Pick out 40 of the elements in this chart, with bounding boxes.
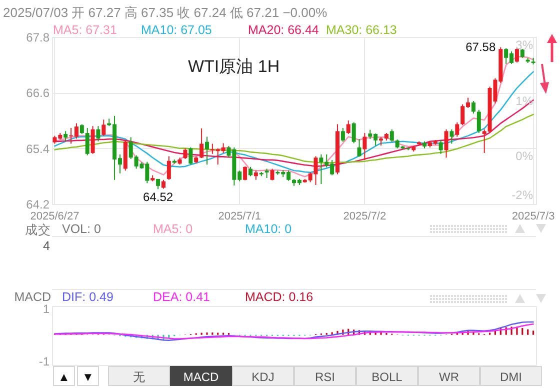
text: 成交 [24,222,51,239]
text: RSI [294,366,356,386]
text: ▲ [53,366,75,386]
x-tick-label: 2025/7/1 [218,210,262,222]
y-tick-label: -1 [38,354,50,369]
y-tick-label: 65.4 [26,142,50,156]
y-tick-label: 1 [42,302,50,316]
text: WR [418,366,480,386]
text: MA10: 0 [245,222,292,236]
text: MA30: 66.13 [326,23,397,37]
text: BOLL [356,366,418,386]
x-tick-label: 2025/6/27 [30,210,80,222]
text: 4 [42,239,50,253]
annotation: 0% [514,149,533,164]
text: MA20: 66.44 [248,23,319,37]
y-tick-label: 67.8 [26,30,50,44]
x-tick-label: 2025/7/2 [343,210,386,222]
text: MACD: 0.16 [245,290,314,304]
text: MACD [170,366,232,386]
text: MA5: 0 [153,222,193,236]
text: KDJ [232,366,294,386]
text: DEA: 0.41 [153,290,210,304]
text: MA5: 67.31 [53,23,117,37]
annotation: -2% [510,188,533,202]
chart-title: MACD [13,290,51,304]
y-tick-label: 64.2 [26,198,50,212]
annotation: 67.58 [466,40,496,54]
text: DIF: 0.49 [62,290,114,304]
y-tick-label: 66.6 [26,86,50,100]
text: DMI [480,366,542,386]
chart-subtitle: 2025/07/03 开 67.27 高 67.35 收 67.24 低 67.21 −0.00% [3,4,328,22]
text: MA10: 67.05 [141,23,212,37]
text: VOL: 0 [62,222,101,236]
annotation: 1% [514,94,533,108]
text: ▼ [77,366,99,386]
text: 无 [108,366,170,386]
text: WTI原油 1H [188,56,280,78]
annotation: 3% [516,38,533,52]
x-tick-label: 2025/7/3 [512,210,555,222]
annotation: 64.52 [143,190,174,204]
